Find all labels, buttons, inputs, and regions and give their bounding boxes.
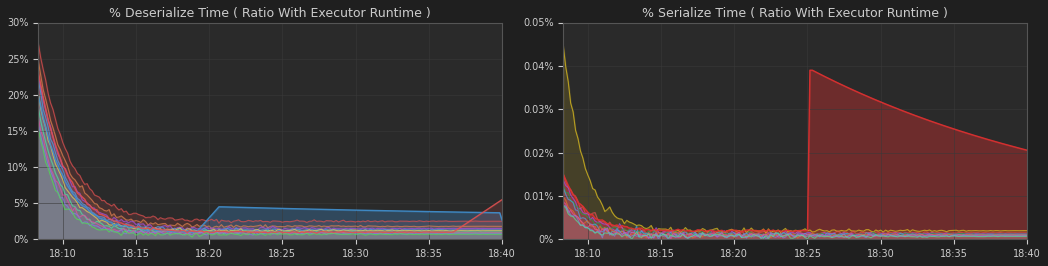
Title: % Serialize Time ( Ratio With Executor Runtime ): % Serialize Time ( Ratio With Executor R…	[642, 7, 948, 20]
Title: % Deserialize Time ( Ratio With Executor Runtime ): % Deserialize Time ( Ratio With Executor…	[109, 7, 431, 20]
